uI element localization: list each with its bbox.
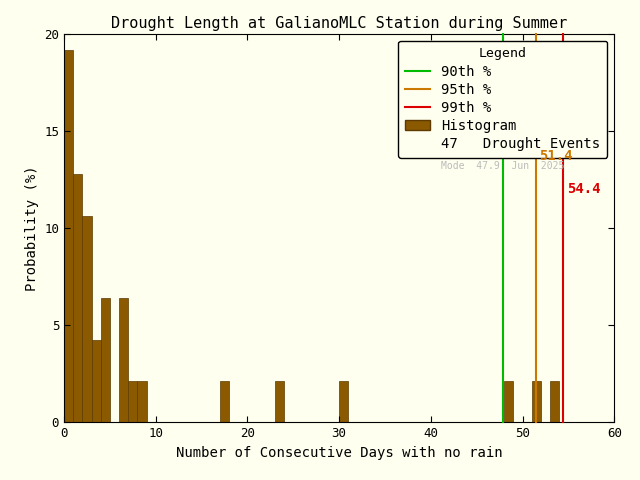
Bar bbox=[339, 381, 348, 422]
Bar bbox=[550, 381, 559, 422]
Bar bbox=[504, 381, 513, 422]
Text: Mode  47.9  Jun  2025: Mode 47.9 Jun 2025 bbox=[441, 161, 564, 171]
Bar bbox=[100, 299, 110, 422]
X-axis label: Number of Consecutive Days with no rain: Number of Consecutive Days with no rain bbox=[176, 446, 502, 460]
Bar bbox=[220, 381, 229, 422]
Bar bbox=[275, 381, 284, 422]
Bar bbox=[83, 216, 92, 422]
Bar bbox=[138, 381, 147, 422]
Text: 51.4: 51.4 bbox=[539, 149, 573, 163]
Title: Drought Length at GalianoMLC Station during Summer: Drought Length at GalianoMLC Station dur… bbox=[111, 16, 567, 31]
Bar bbox=[92, 339, 100, 422]
Text: 54.4: 54.4 bbox=[566, 182, 600, 196]
Bar bbox=[128, 381, 138, 422]
Legend: 90th %, 95th %, 99th %, Histogram, 47   Drought Events: 90th %, 95th %, 99th %, Histogram, 47 Dr… bbox=[398, 40, 607, 158]
Bar bbox=[73, 174, 83, 422]
Bar bbox=[64, 50, 73, 422]
Y-axis label: Probability (%): Probability (%) bbox=[24, 165, 38, 291]
Bar bbox=[532, 381, 541, 422]
Bar bbox=[119, 299, 128, 422]
